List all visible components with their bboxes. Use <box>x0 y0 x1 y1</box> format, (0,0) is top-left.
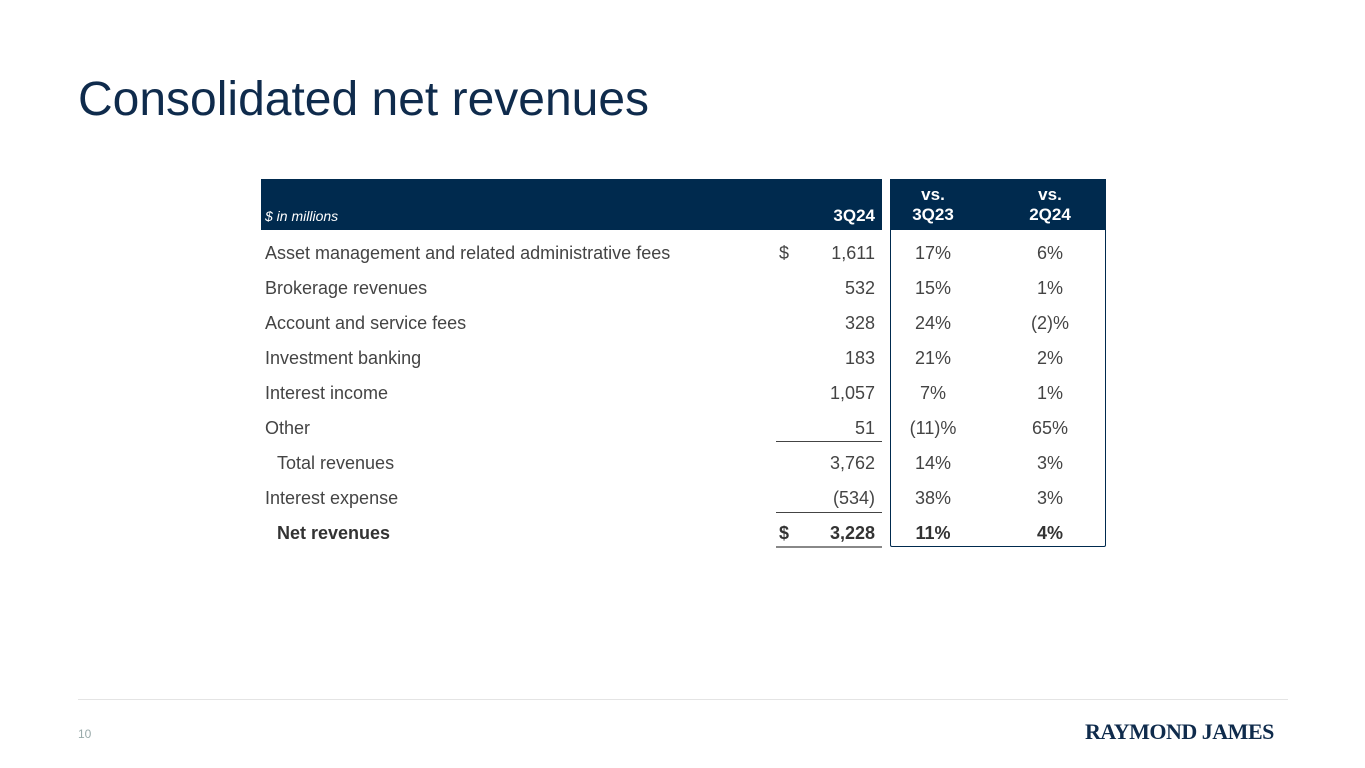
row-label: Net revenues <box>277 523 391 543</box>
row-vs-2q24: 6% <box>1036 243 1063 263</box>
row-value: 1,057 <box>829 383 875 403</box>
row-value: (534) <box>832 488 875 508</box>
row-vs-2q24: 1% <box>1036 278 1063 298</box>
row-vs-3q23: 14% <box>914 453 952 473</box>
row-label: Asset management and related administrat… <box>265 243 671 263</box>
underline-net-revenues <box>776 546 882 548</box>
row-value: 328 <box>844 313 875 333</box>
row-vs-2q24: (2)% <box>1030 313 1069 333</box>
footer-divider <box>78 699 1288 700</box>
underline-other <box>776 441 882 442</box>
row-vs-3q23: (11)% <box>909 418 957 438</box>
unit-label: $ in millions <box>265 208 339 224</box>
header-2q24: 2Q24 <box>1029 205 1071 224</box>
row-value: 1,611 <box>831 243 875 263</box>
row-label: Investment banking <box>265 348 422 368</box>
table-header-right: vs. 3Q23 vs. 2Q24 <box>890 179 1106 230</box>
row-value: 3,762 <box>829 453 875 473</box>
row-vs-2q24: 2% <box>1036 348 1063 368</box>
raymond-james-logo: RAYMOND JAMES <box>1085 719 1274 744</box>
header-vs-2: vs. <box>1038 185 1062 204</box>
header-3q23: 3Q23 <box>912 205 954 224</box>
row-value: 183 <box>844 348 875 368</box>
row-label: Interest income <box>265 383 389 403</box>
row-vs-2q24: 4% <box>1036 523 1063 543</box>
row-vs-3q23: 15% <box>914 278 952 298</box>
page-number: 10 <box>78 727 92 741</box>
row-label: Brokerage revenues <box>265 278 428 298</box>
row-vs-3q23: 17% <box>914 243 952 263</box>
comparison-box <box>890 179 1106 547</box>
header-3q24: 3Q24 <box>833 206 875 225</box>
row-vs-3q23: 7% <box>919 383 946 403</box>
underline-interest-expense <box>776 512 882 513</box>
header-vs-1: vs. <box>921 185 945 204</box>
row-label: Other <box>265 418 311 438</box>
row-value: 532 <box>844 278 875 298</box>
row-dollar: $ <box>779 243 790 263</box>
row-vs-2q24: 3% <box>1036 488 1063 508</box>
row-dollar: $ <box>779 523 790 543</box>
row-value: 3,228 <box>829 523 875 543</box>
row-vs-2q24: 3% <box>1036 453 1063 473</box>
row-vs-3q23: 38% <box>914 488 952 508</box>
row-vs-3q23: 21% <box>914 348 952 368</box>
row-label: Account and service fees <box>265 313 467 333</box>
row-label: Total revenues <box>277 453 395 473</box>
row-vs-3q23: 11% <box>915 523 951 543</box>
row-value: 51 <box>854 418 875 438</box>
table-header-left: $ in millions 3Q24 <box>261 179 882 230</box>
row-vs-2q24: 65% <box>1031 418 1069 438</box>
page-title: Consolidated net revenues <box>78 73 650 126</box>
row-label: Interest expense <box>265 488 399 508</box>
row-vs-2q24: 1% <box>1036 383 1063 403</box>
row-vs-3q23: 24% <box>914 313 952 333</box>
